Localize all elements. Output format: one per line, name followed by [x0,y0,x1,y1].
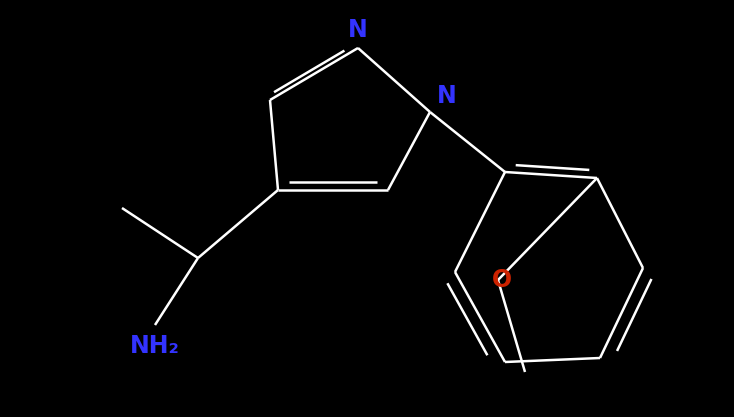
Text: N: N [348,18,368,42]
Text: N: N [437,84,457,108]
Text: O: O [492,268,512,292]
Text: NH₂: NH₂ [130,334,180,358]
